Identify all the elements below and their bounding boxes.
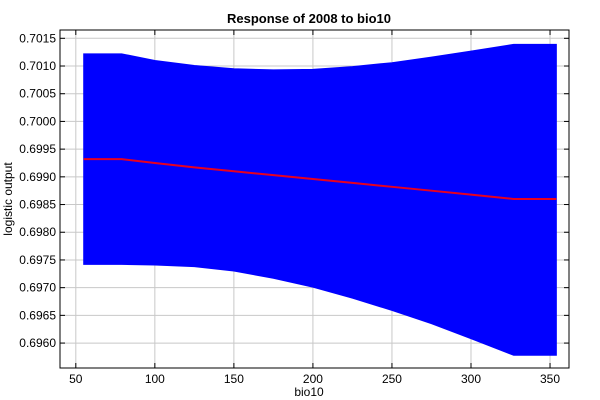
y-tick-label: 0.6960	[19, 336, 56, 350]
y-tick-label: 0.6970	[19, 281, 56, 295]
y-tick-label: 0.7015	[19, 31, 56, 45]
series-layer	[83, 43, 557, 356]
y-tick-label: 0.7005	[19, 87, 56, 101]
x-tick-label: 100	[145, 372, 165, 386]
chart-title: Response of 2008 to bio10	[227, 11, 391, 26]
y-tick-label: 0.6980	[19, 225, 56, 239]
y-tick-label: 0.6975	[19, 253, 56, 267]
y-tick-label: 0.6965	[19, 308, 56, 322]
y-tick-label: 0.6985	[19, 198, 56, 212]
y-tick-labels: 0.6960 0.6965 0.6970 0.6975 0.6980 0.6985 0.69…	[19, 31, 56, 350]
y-tick-label: 0.7010	[19, 59, 56, 73]
x-axis-label: bio10	[294, 385, 324, 399]
mean-response-line	[83, 158, 557, 200]
confidence-band	[83, 43, 557, 356]
y-tick-label: 0.6995	[19, 142, 56, 156]
tick-marks	[60, 30, 569, 368]
x-tick-label: 200	[303, 372, 323, 386]
x-tick-label: 300	[461, 372, 481, 386]
x-tick-label: 50	[69, 372, 83, 386]
y-tick-label: 0.7000	[19, 114, 56, 128]
x-tick-label: 350	[540, 372, 560, 386]
x-tick-label: 250	[382, 372, 402, 386]
y-axis-label: logistic output	[1, 162, 15, 236]
plot-frame	[59, 29, 570, 369]
x-tick-labels: 50 100 150 200 250 300 350	[69, 372, 560, 386]
y-tick-label: 0.6990	[19, 170, 56, 184]
x-tick-label: 150	[224, 372, 244, 386]
